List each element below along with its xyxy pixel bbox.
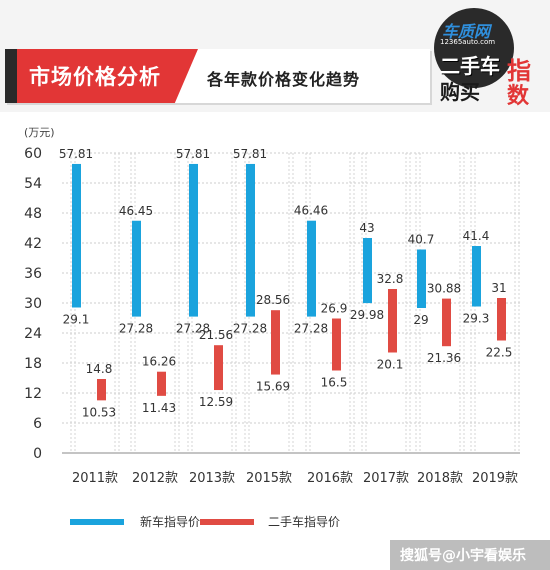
x-tick-label: 2019款 [472, 471, 518, 486]
used-car-bar [157, 371, 166, 396]
new-car-low-label: 29.3 [463, 312, 490, 326]
used-car-bar [97, 379, 106, 401]
title-tag [5, 49, 198, 103]
new-car-low-label: 29.98 [350, 308, 384, 322]
new-car-high-label: 57.81 [176, 147, 210, 161]
x-tick-label: 2016款 [307, 471, 353, 486]
new-car-low-label: 27.28 [294, 322, 328, 336]
used-car-high-label: 32.8 [377, 272, 404, 286]
used-car-low-label: 22.5 [486, 346, 513, 360]
used-car-bar [442, 298, 451, 347]
x-tick-label: 2013款 [189, 471, 235, 486]
new-car-bar [72, 163, 81, 308]
used-car-bar [214, 345, 223, 391]
used-car-high-label: 28.56 [256, 293, 290, 307]
y-tick-label: 12 [24, 386, 42, 402]
used-car-low-label: 11.43 [142, 401, 176, 415]
used-car-high-label: 14.8 [86, 362, 113, 376]
new-car-high-label: 57.81 [233, 147, 267, 161]
used-car-high-label: 31 [491, 281, 506, 295]
used-car-low-label: 16.5 [321, 376, 348, 390]
x-tick-label: 2012款 [132, 471, 178, 486]
y-tick-label: 18 [24, 356, 42, 372]
y-tick-label: 48 [24, 206, 42, 222]
used-car-high-label: 26.9 [321, 302, 348, 316]
x-tick-label: 2015款 [246, 471, 292, 486]
new-car-bar [307, 220, 316, 317]
new-car-bar [246, 163, 255, 317]
used-car-low-label: 10.53 [82, 405, 116, 419]
y-tick-label: 42 [24, 236, 42, 252]
watermark-text: 搜狐号@小宇看娱乐 [400, 548, 526, 564]
logo-brand-text: 车质网 [442, 22, 491, 41]
used-car-low-label: 20.1 [377, 358, 404, 372]
new-car-low-label: 29 [413, 313, 428, 327]
new-car-low-label: 27.28 [119, 322, 153, 336]
header-bar: 市场价格分析 各年款价格变化趋势 [5, 49, 430, 103]
used-car-bar [497, 298, 506, 341]
legend-label-used-car: 二手车指导价 [268, 514, 340, 529]
used-car-bar [388, 289, 397, 353]
page-subtitle: 各年款价格变化趋势 [207, 70, 361, 89]
logo-red1: 指 [507, 57, 531, 85]
new-car-high-label: 57.81 [59, 147, 93, 161]
y-tick-label: 54 [24, 176, 42, 192]
legend-swatch-used-car [200, 519, 254, 525]
used-car-bar [271, 310, 280, 375]
used-car-high-label: 21.56 [199, 328, 233, 342]
x-tick-label: 2018款 [417, 471, 463, 486]
logo-red2: 数 [507, 84, 530, 109]
used-car-bar [332, 318, 341, 371]
y-axis-unit: (万元) [24, 126, 55, 139]
new-car-bar [363, 238, 372, 304]
new-car-low-label: 27.28 [176, 322, 210, 336]
new-car-high-label: 46.46 [294, 204, 328, 218]
new-car-bar [132, 220, 141, 317]
new-car-low-label: 29.1 [63, 313, 90, 327]
new-car-bar [189, 163, 198, 317]
logo-line2: 购买 [440, 80, 480, 104]
legend-swatch-new-car [70, 519, 124, 525]
new-car-high-label: 43 [359, 221, 374, 235]
watermark: 搜狐号@小宇看娱乐 [390, 540, 550, 570]
new-car-high-label: 41.4 [463, 229, 490, 243]
new-car-low-label: 27.28 [233, 322, 267, 336]
y-tick-label: 24 [24, 326, 42, 342]
title-tag-accent [5, 49, 17, 103]
new-car-high-label: 40.7 [408, 233, 435, 247]
used-car-high-label: 16.26 [142, 355, 176, 369]
y-tick-label: 60 [24, 146, 42, 162]
used-car-low-label: 21.36 [427, 351, 461, 365]
legend-label-new-car: 新车指导价 [140, 514, 200, 529]
y-tick-label: 36 [24, 266, 42, 282]
used-car-high-label: 30.88 [427, 282, 461, 296]
new-car-high-label: 46.45 [119, 204, 153, 218]
y-tick-label: 0 [33, 446, 42, 462]
used-car-low-label: 15.69 [256, 380, 290, 394]
new-car-bar [417, 249, 426, 308]
logo-line1: 二手车 [440, 54, 500, 78]
y-tick-label: 6 [33, 416, 42, 432]
logo-site-text: 12365auto.com [440, 38, 496, 46]
logo-circle [434, 8, 514, 88]
brand-logo: 车质网 12365auto.com 二手车 购买 指 数 [434, 8, 542, 109]
new-car-bar [472, 246, 481, 307]
x-tick-label: 2011款 [72, 471, 118, 486]
y-tick-label: 30 [24, 296, 42, 312]
x-tick-label: 2017款 [363, 471, 409, 486]
used-car-low-label: 12.59 [199, 395, 233, 409]
page-title: 市场价格分析 [29, 65, 161, 89]
